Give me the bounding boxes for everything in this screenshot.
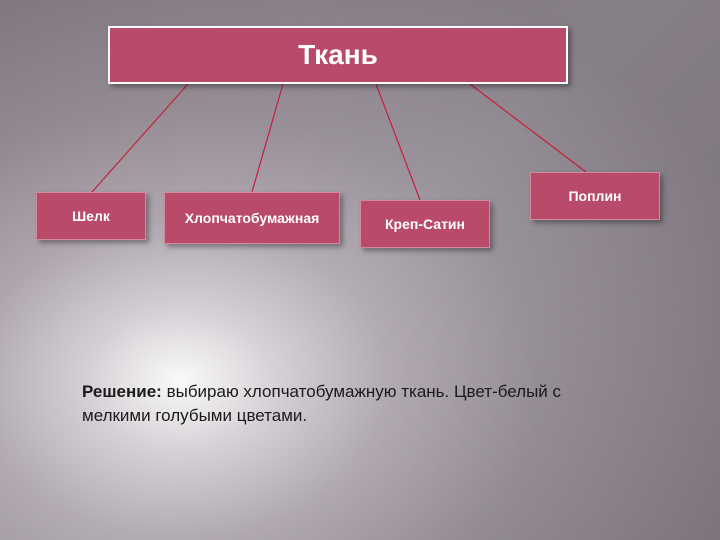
child-node-poplin: Поплин: [530, 172, 660, 220]
decision-label: Решение:: [82, 382, 162, 401]
child-label: Поплин: [568, 188, 621, 204]
child-label: Хлопчатобумажная: [185, 210, 320, 226]
decision-text: Решение: выбираю хлопчатобумажную ткань.…: [82, 380, 612, 428]
child-label: Шелк: [72, 208, 110, 224]
child-label: Креп-Сатин: [385, 216, 465, 232]
root-node: Ткань: [108, 26, 568, 84]
child-node-crepe: Креп-Сатин: [360, 200, 490, 248]
root-label: Ткань: [298, 39, 378, 71]
child-node-silk: Шелк: [36, 192, 146, 240]
child-node-cotton: Хлопчатобумажная: [164, 192, 340, 244]
